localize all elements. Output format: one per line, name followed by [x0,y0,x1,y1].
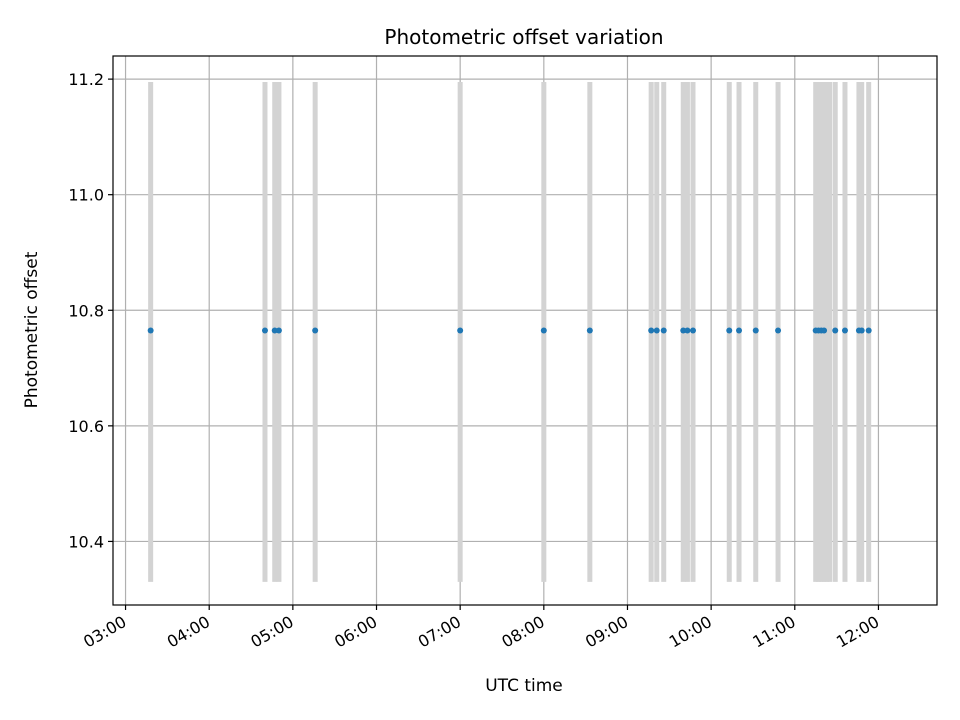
axes-frame [112,55,938,606]
chart-title: Photometric offset variation [384,25,663,49]
data-point [680,327,687,334]
data-points [147,327,872,334]
plot-background [113,56,937,605]
observation-band [824,82,830,582]
data-point [660,327,667,334]
data-point [858,327,865,334]
data-point [457,327,464,334]
data-point [775,327,782,334]
data-point [586,327,593,334]
data-point [841,327,848,334]
data-point [653,327,660,334]
y-tick-label: 10.4 [68,532,104,551]
data-point [690,327,697,334]
data-point [271,327,278,334]
observation-band [827,82,833,582]
data-point [147,327,154,334]
y-axis-label: Photometric offset [22,251,42,408]
data-point [865,327,872,334]
y-axis-ticks: 10.4 10.6 10.8 11.0 11.2 [68,70,113,551]
data-point [736,327,743,334]
plot-area [113,56,937,605]
data-point [684,327,691,334]
data-point [648,327,655,334]
data-point [275,327,282,334]
plot-frame [112,55,938,606]
data-point [540,327,547,334]
data-point [821,327,828,334]
data-point [312,327,319,334]
x-axis-label: UTC time [485,676,563,696]
data-point [752,327,759,334]
y-tick-label: 10.8 [68,301,104,320]
data-point [261,327,268,334]
y-tick-label: 11.0 [68,186,104,205]
data-point [726,327,733,334]
y-tick-label: 10.6 [68,417,104,436]
data-point [832,327,839,334]
y-tick-label: 11.2 [68,70,104,89]
